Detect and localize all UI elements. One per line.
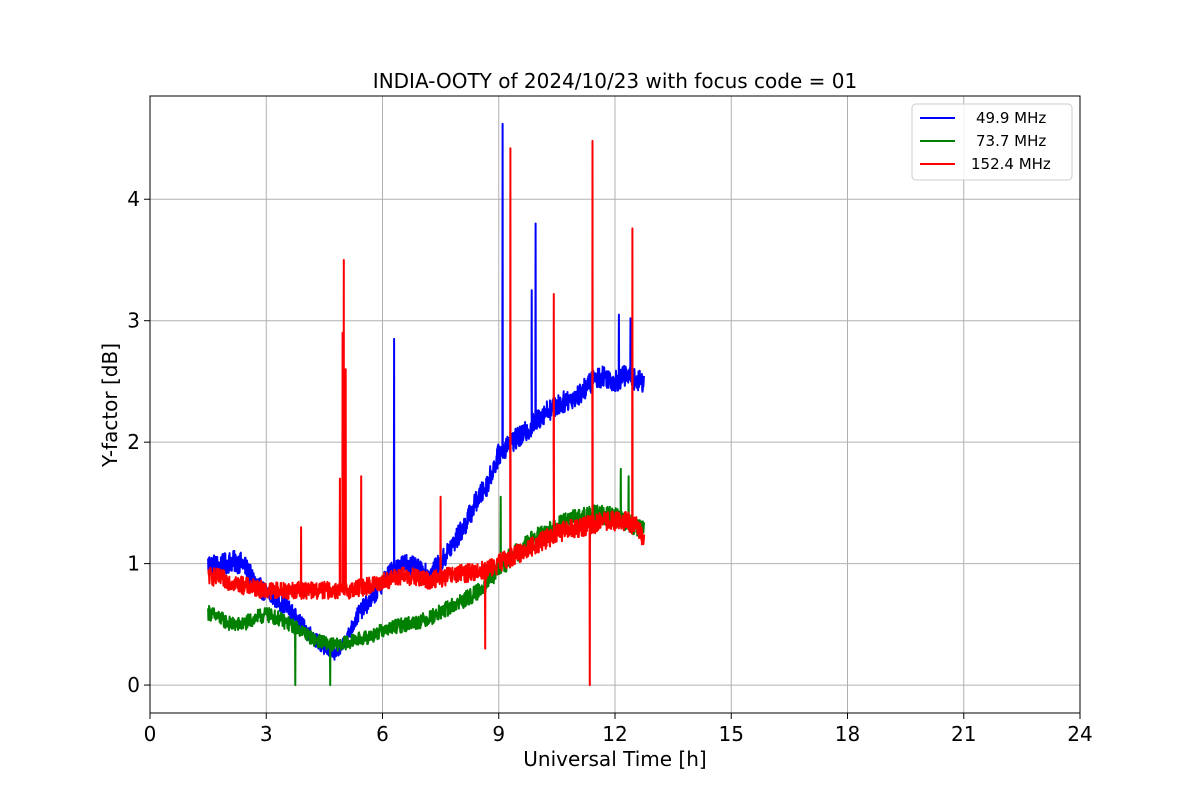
x-tick-label: 21 bbox=[951, 722, 976, 746]
x-tick-label: 15 bbox=[719, 722, 744, 746]
x-tick-label: 18 bbox=[835, 722, 860, 746]
legend-box bbox=[911, 103, 1073, 181]
x-tick-label: 9 bbox=[492, 722, 505, 746]
legend: 49.9 MHz 73.7 MHz 152.4 MHz bbox=[911, 103, 1073, 181]
legend-label-73-7: 73.7 MHz bbox=[976, 132, 1046, 150]
x-tick-label: 24 bbox=[1067, 722, 1092, 746]
x-tick-label: 6 bbox=[376, 722, 389, 746]
y-tick-label: 1 bbox=[127, 552, 140, 576]
x-tick-label: 12 bbox=[602, 722, 627, 746]
x-axis-label: Universal Time [h] bbox=[523, 747, 706, 771]
y-tick-label: 0 bbox=[127, 673, 140, 697]
x-tick-label: 0 bbox=[144, 722, 157, 746]
chart-title: INDIA-OOTY of 2024/10/23 with focus code… bbox=[373, 69, 857, 93]
y-tick-label: 3 bbox=[127, 309, 140, 333]
legend-label-49-9: 49.9 MHz bbox=[976, 109, 1046, 127]
y-tick-label: 4 bbox=[127, 187, 140, 211]
series-group bbox=[207, 122, 646, 687]
legend-label-152-4: 152.4 MHz bbox=[971, 155, 1051, 173]
series-line-73-7-mhz bbox=[207, 467, 646, 687]
series-line-152-4-mhz bbox=[207, 139, 646, 687]
y-tick-label: 2 bbox=[127, 430, 140, 454]
x-tick-label: 3 bbox=[260, 722, 273, 746]
y-axis-label: Y-factor [dB] bbox=[98, 343, 122, 468]
